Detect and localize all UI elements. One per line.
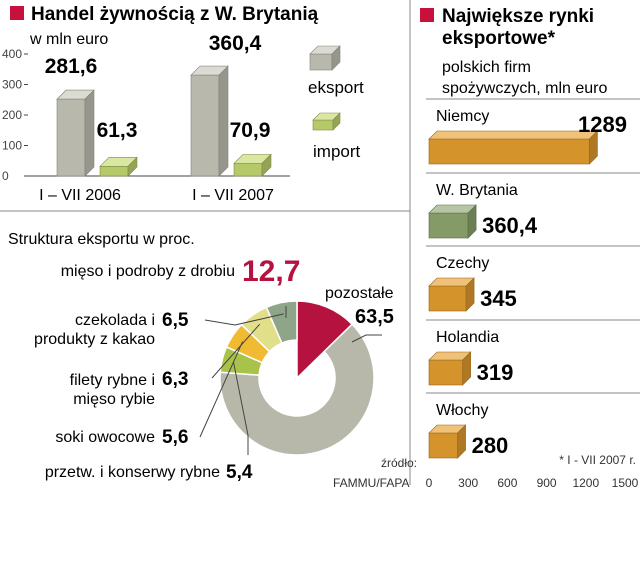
hbar-row-4: Włochy 280 [426,392,640,459]
leader-pozostale [351,334,382,343]
slice-label-filety-2: mięso rybie [73,391,155,408]
hbar-category: W. Brytania [436,182,518,199]
leader-czekolada [204,313,284,326]
slice-value-czekolada: 6,5 [162,310,189,331]
slice-label-czekolada-2: produkty z kakao [34,331,155,348]
hbar-4 [428,424,467,459]
bar-value-label: 70,9 [230,119,271,142]
x-tick-label: 300 [458,476,478,490]
slice-value-pozostale: 63,5 [355,306,394,328]
slice-label-filety-1: filety rybne i [70,372,155,389]
hbar-3 [428,351,472,386]
hbar-category: Włochy [436,402,488,419]
hbar-row-0: Niemcy 1289 [426,98,640,165]
legend-import-box [312,112,341,131]
legend-import-label: import [313,142,361,161]
hbar-category: Niemcy [436,108,489,125]
y-tick-label: 200 [2,108,22,122]
bar-eksport-1 [190,65,229,177]
slice-value-drob: 12,7 [242,255,300,288]
legend-eksport-box [309,45,341,71]
bar-value-label: 360,4 [209,32,262,55]
leader-filety [211,323,261,379]
donut-slice-1 [219,323,375,456]
title-marker [10,6,24,20]
bar-value-label: 281,6 [45,55,98,78]
hbar-2 [428,277,475,312]
slice-value-przetw: 5,4 [226,462,253,483]
hbar-0 [428,130,599,165]
slice-label-drob: mięso i podroby z drobiu [61,263,235,280]
slice-label-przetw: przetw. i konserwy rybne [45,464,220,481]
legend-eksport-label: eksport [308,78,364,97]
title-marker-right [420,8,434,22]
donut-slice-0 [296,300,354,380]
category-label-2007: I – VII 2007 [192,187,274,204]
hbar-value-label: 319 [477,360,514,385]
slice-value-filety: 6,3 [162,369,188,390]
bar-chart-unit: w mln euro [29,31,108,48]
hbar-value-label: 345 [480,286,517,311]
slice-label-pozostale: pozostałe [325,285,394,302]
y-tick-label: 100 [2,139,22,153]
footnote: * I - VII 2007 r. [559,453,636,467]
leader-soki [199,341,244,438]
bar-import-0 [99,156,138,177]
donut-slice-5 [265,300,298,345]
hbar-value-label: 280 [472,433,509,458]
hbar-category: Czechy [436,255,489,272]
hbar-value-label: 360,4 [482,213,538,238]
slice-label-soki: soki owocowe [55,429,155,446]
x-tick-label: 600 [497,476,517,490]
source-text: FAMMU/FAPA [333,476,409,490]
right-subtitle-1: polskich firm [442,59,531,76]
bar-eksport-0 [56,89,95,177]
y-tick-label: 0 [2,169,9,183]
x-tick-label: 900 [537,476,557,490]
legend-eksport-swatch [309,45,341,71]
pie-title: Struktura eksportu w proc. [8,231,195,248]
hbar-row-2: Czechy 345 [426,245,640,312]
right-subtitle-2: spożywczych, mln euro [442,80,607,97]
x-tick-label: 0 [426,476,433,490]
x-tick-label: 1200 [572,476,599,490]
hbar-category: Holandia [436,329,499,346]
x-tick-label: 1500 [612,476,639,490]
category-label-2006: I – VII 2006 [39,187,121,204]
legend-import-swatch [312,112,341,131]
hbar-row-3: Holandia 319 [426,319,640,386]
right-title-2: eksportowe* [442,28,556,49]
y-tick-label: 400 [2,47,22,61]
slice-value-soki: 5,6 [162,427,188,448]
hbar-value-label: 1289 [578,112,627,137]
y-tick-label: 300 [2,78,22,92]
hbar-1 [428,204,477,239]
bar-value-label: 61,3 [97,119,138,142]
hbar-row-1: W. Brytania 360,4 [426,172,640,239]
leader-przetw [233,362,249,455]
source-label: źródło: [381,456,417,470]
right-title-1: Największe rynki [442,6,594,27]
bar-import-1 [233,153,272,177]
slice-label-czekolada-1: czekolada i [75,312,155,329]
bar-chart-title: Handel żywnością z W. Brytanią [31,4,319,25]
